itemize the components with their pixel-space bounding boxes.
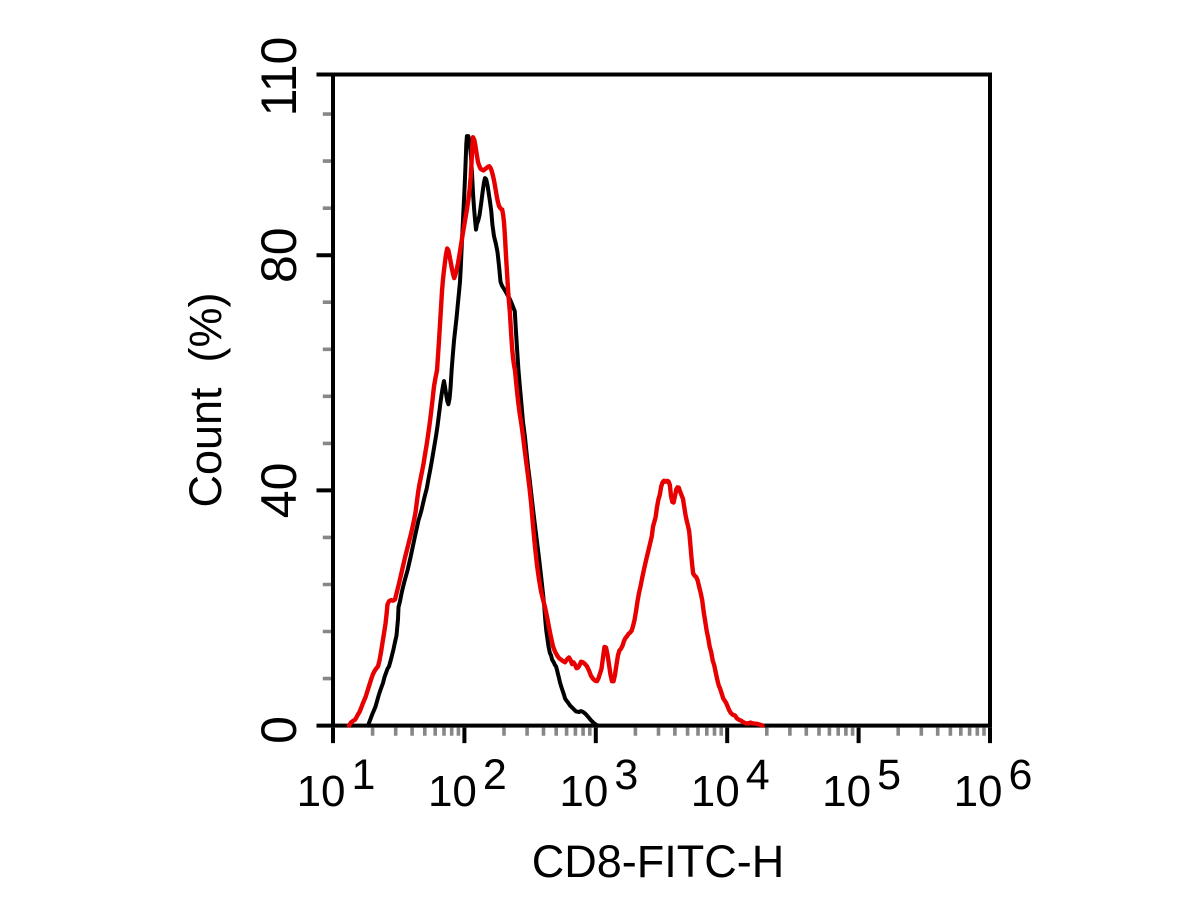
svg-text:CD8-FITC-H: CD8-FITC-H: [532, 836, 784, 887]
svg-text:110: 110: [251, 37, 307, 117]
svg-text:0: 0: [251, 716, 307, 744]
svg-text:40: 40: [251, 463, 307, 519]
svg-text:80: 80: [251, 227, 307, 283]
svg-text:Count (%): Count (%): [180, 292, 231, 507]
